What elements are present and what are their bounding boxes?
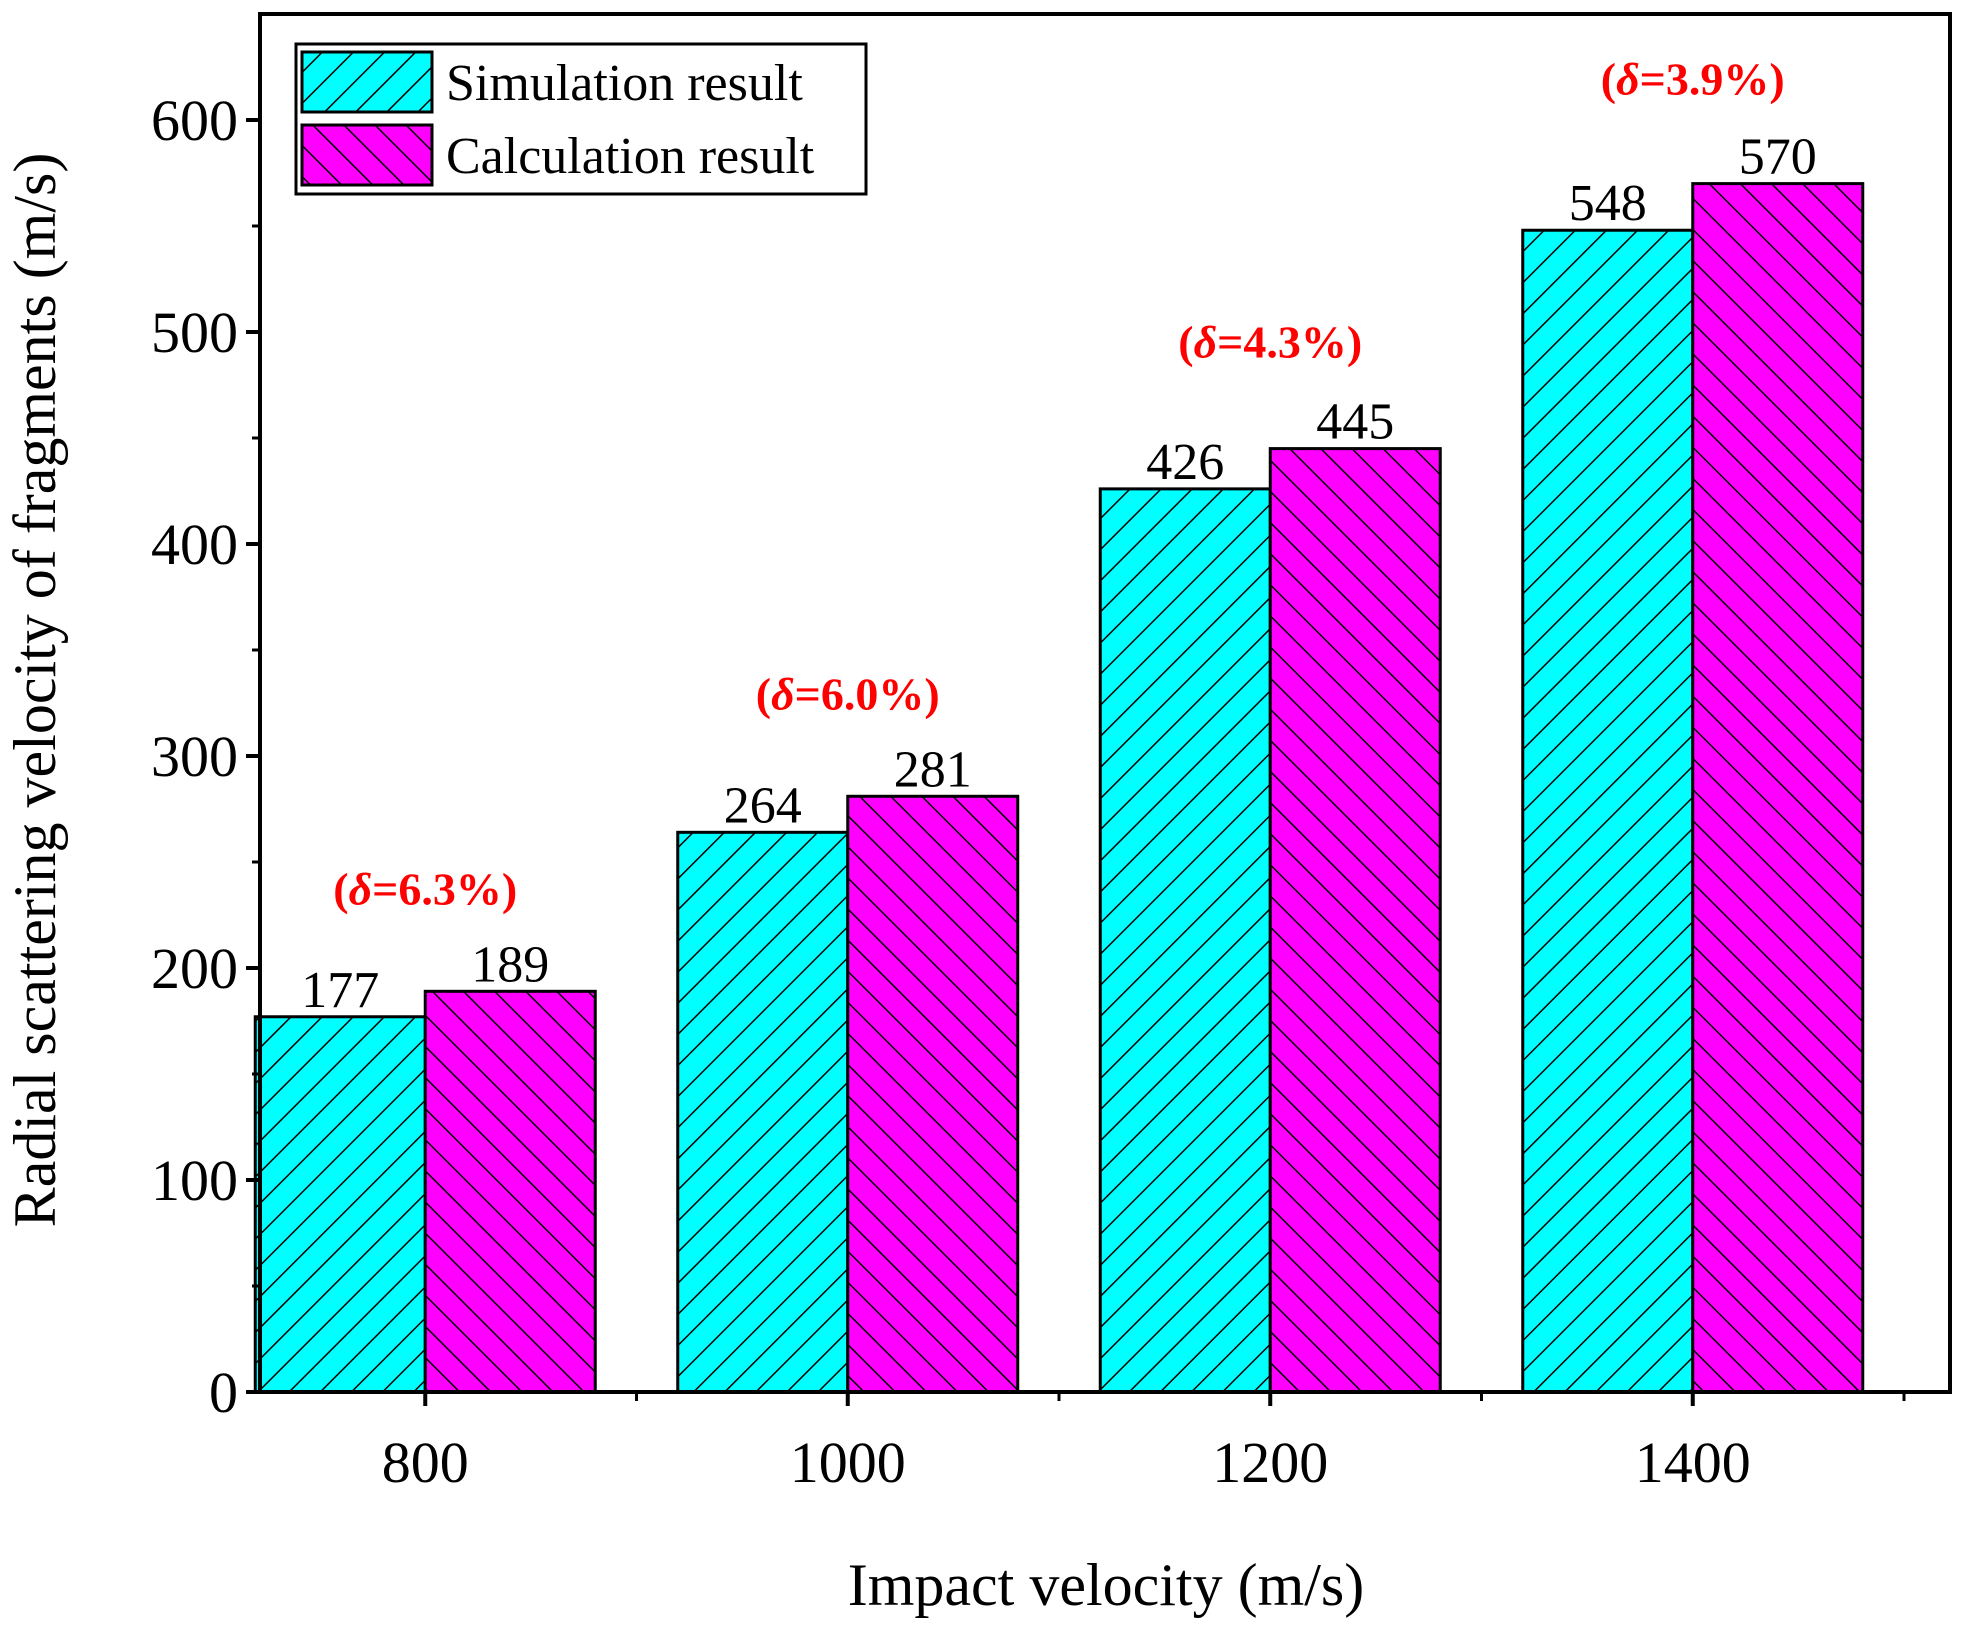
data-label-calculation-1400: 570: [1739, 129, 1817, 186]
data-label-simulation-1000: 264: [724, 777, 802, 834]
x-tick-label: 1000: [790, 1430, 906, 1495]
data-label-calculation-1000: 281: [894, 741, 972, 798]
plot-frame: [258, 12, 1952, 1394]
bar-simulation-800: [253, 1015, 427, 1394]
x-tick-label: 800: [382, 1430, 469, 1495]
y-tick-label: 400: [151, 512, 238, 577]
bar-calculation-800: [423, 989, 597, 1394]
x-tick-label: 1400: [1635, 1430, 1751, 1495]
y-tick-label: 300: [151, 724, 238, 789]
y-tick-label: 100: [151, 1148, 238, 1213]
delta-annotation-1400: (δ=3.9%): [1601, 54, 1785, 105]
y-tick-label: 600: [151, 88, 238, 153]
data-label-calculation-800: 189: [471, 936, 549, 993]
y-axis: 0 100 200 300 400 500 600: [151, 88, 260, 1425]
legend-swatch-calculation: [300, 123, 434, 187]
bar-calculation-1000: [846, 794, 1020, 1394]
y-tick-label: 0: [209, 1360, 238, 1425]
y-tick-label: 500: [151, 300, 238, 365]
legend: Simulation result Calculation result: [294, 42, 868, 196]
bar-labels-layer: 177 189 264 281 426 445 548 570: [301, 129, 1817, 1019]
bars-layer: [253, 182, 1865, 1394]
annotations-layer: (δ=6.3%) (δ=6.0%) (δ=4.3%) (δ=3.9%): [333, 54, 1784, 915]
x-tick-label: 1200: [1212, 1430, 1328, 1495]
data-label-simulation-800: 177: [301, 962, 379, 1019]
x-axis: 800 1000 1200 1400: [382, 1392, 1906, 1495]
data-label-simulation-1200: 426: [1146, 434, 1224, 491]
legend-swatch-simulation: [300, 50, 434, 114]
legend-label-simulation: Simulation result: [446, 55, 803, 112]
delta-annotation-1200: (δ=4.3%): [1178, 316, 1362, 367]
bar-simulation-1200: [1098, 487, 1272, 1394]
x-axis-title: Impact velocity (m/s): [848, 1552, 1365, 1618]
y-tick-label: 200: [151, 936, 238, 1001]
data-label-simulation-1400: 548: [1569, 175, 1647, 232]
bar-calculation-1200: [1268, 447, 1442, 1394]
y-axis-title: Radial scattering velocity of fragments …: [2, 153, 68, 1228]
delta-annotation-800: (δ=6.3%): [333, 863, 517, 914]
bar-simulation-1400: [1521, 228, 1695, 1394]
bar-calculation-1400: [1691, 182, 1865, 1394]
bar-simulation-1000: [676, 830, 850, 1394]
delta-annotation-1000: (δ=6.0%): [756, 668, 940, 719]
legend-label-calculation: Calculation result: [446, 128, 815, 185]
data-label-calculation-1200: 445: [1316, 394, 1394, 451]
